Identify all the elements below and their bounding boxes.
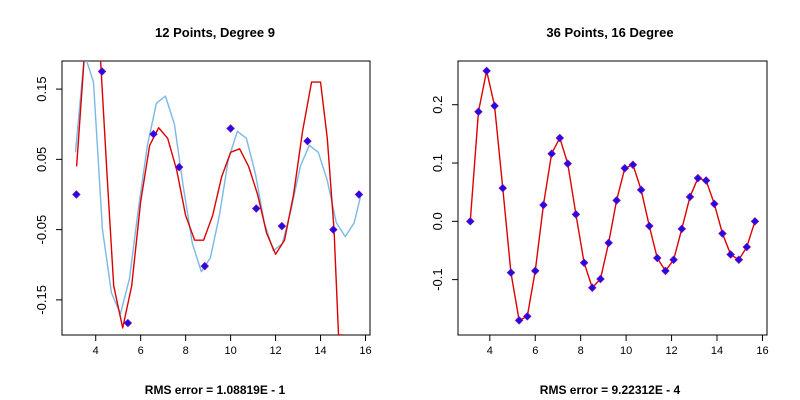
- right-y-tick-label: 0.2: [430, 96, 445, 114]
- left-sample-point: [174, 162, 184, 172]
- left-x-tick-label: 10: [224, 345, 236, 357]
- right-sample-point: [726, 250, 735, 259]
- left-sample-point: [303, 136, 312, 146]
- right-rms-error-label: RMS error = 9.22312E - 4: [540, 383, 681, 397]
- right-sample-point: [710, 199, 719, 209]
- right-x-tick-label: 6: [532, 345, 538, 357]
- right-sample-point: [620, 164, 630, 173]
- right-sample-point: [588, 283, 597, 293]
- left-true-curve: [74, 61, 362, 315]
- left-sample-point: [149, 129, 158, 139]
- left-sample-point: [97, 67, 107, 76]
- right-plot-frame: [457, 60, 768, 336]
- right-sample-point: [490, 101, 499, 111]
- right-sample-point: [653, 253, 662, 263]
- right-sample-point: [474, 107, 483, 116]
- right-x-tick-label: 14: [711, 345, 723, 357]
- right-sample-point: [596, 274, 605, 284]
- left-panel: 12 Points, Degree 9 RMS error = 1.08819E…: [34, 25, 372, 397]
- left-sample-point: [200, 261, 210, 271]
- right-sample-point: [523, 312, 532, 321]
- left-fit-curve: [75, 61, 344, 335]
- right-sample-point: [685, 192, 695, 202]
- right-sample-point: [604, 238, 613, 248]
- right-sample-point: [693, 173, 703, 183]
- right-sample-point: [482, 66, 491, 76]
- left-x-tick-label: 12: [269, 345, 281, 357]
- left-sample-point: [251, 204, 261, 213]
- right-x-tick-label: 16: [756, 345, 768, 357]
- left-y-tick-label: -0.15: [34, 285, 49, 315]
- left-sample-point: [354, 190, 364, 199]
- right-sample-point: [466, 217, 475, 226]
- right-sample-point: [734, 255, 744, 265]
- right-sample-point: [718, 229, 727, 238]
- left-x-tick-label: 4: [93, 345, 99, 357]
- left-sample-point: [72, 190, 81, 199]
- right-sample-point: [547, 149, 556, 158]
- right-sample-point: [628, 160, 638, 170]
- left-x-tick-label: 14: [314, 345, 326, 357]
- right-sample-point: [563, 159, 572, 168]
- right-y-tick-label: 0.1: [430, 154, 445, 172]
- right-sample-point: [539, 200, 548, 210]
- left-x-tick-label: 8: [183, 345, 189, 357]
- right-sample-point: [571, 210, 581, 219]
- right-x-tick-label: 10: [620, 345, 632, 357]
- right-sample-point: [701, 176, 711, 185]
- right-y-tick-label: 0.0: [430, 212, 445, 230]
- left-sample-point: [277, 221, 287, 231]
- left-x-tick-label: 16: [359, 345, 371, 357]
- right-x-tick-label: 4: [487, 345, 493, 357]
- right-sample-point: [669, 255, 678, 265]
- left-y-tick-label: -0.05: [34, 215, 49, 245]
- left-y-tick-label: 0.15: [34, 76, 49, 101]
- left-sample-point: [123, 318, 133, 328]
- right-sample-point: [677, 224, 687, 234]
- right-x-tick-label: 12: [665, 345, 677, 357]
- left-sample-point: [226, 124, 235, 133]
- left-chart-title: 12 Points, Degree 9: [155, 25, 275, 40]
- right-x-tick-label: 8: [578, 345, 584, 357]
- right-sample-point: [498, 183, 508, 193]
- right-sample-point: [636, 185, 646, 195]
- left-plot-frame: [61, 60, 371, 336]
- right-chart-title: 36 Points, 16 Degree: [546, 25, 673, 40]
- right-sample-point: [742, 242, 752, 252]
- right-sample-point: [555, 133, 565, 143]
- left-sample-point: [329, 225, 338, 234]
- right-sample-point: [612, 196, 621, 205]
- right-fit-curve: [469, 70, 756, 322]
- right-sample-point: [645, 221, 654, 231]
- left-x-tick-label: 6: [138, 345, 144, 357]
- left-rms-error-label: RMS error = 1.08819E - 1: [145, 383, 286, 397]
- right-sample-point: [531, 266, 540, 276]
- right-panel: 36 Points, 16 Degree RMS error = 9.22312…: [430, 25, 769, 397]
- right-sample-point: [579, 258, 589, 267]
- right-sample-point: [514, 316, 524, 325]
- right-sample-point: [506, 268, 516, 277]
- left-y-tick-label: 0.05: [34, 147, 49, 172]
- right-y-tick-label: -0.1: [430, 268, 445, 290]
- right-sample-point: [661, 266, 670, 276]
- right-sample-point: [750, 217, 760, 226]
